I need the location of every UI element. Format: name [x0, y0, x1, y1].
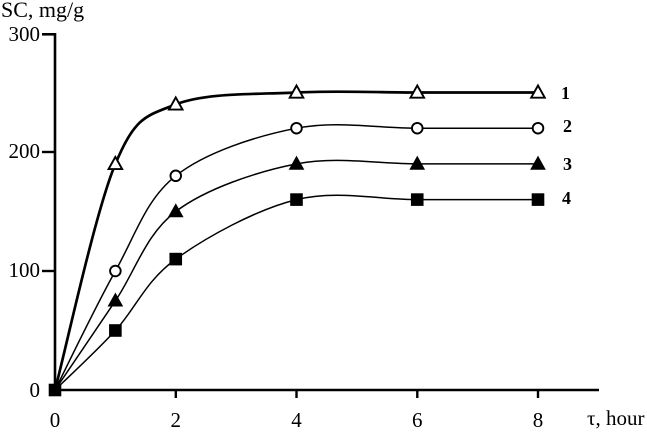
y-tick-label-0: 0 — [30, 378, 41, 402]
series-1-marker-open-triangle — [167, 95, 185, 111]
x-tick-label-4: 4 — [291, 408, 302, 432]
y-axis-title: SC, mg/g — [1, 0, 84, 22]
series-4 — [48, 193, 545, 397]
series-1-marker-open-triangle — [408, 83, 426, 99]
x-tick-label-8: 8 — [533, 408, 544, 432]
series-3-marker-filled-triangle — [107, 292, 124, 307]
series-4-marker-filled-square — [290, 193, 303, 206]
y-tick-label-200: 200 — [9, 139, 41, 163]
series-3-marker-filled-triangle — [288, 155, 305, 170]
series-4-marker-filled-square — [109, 324, 122, 337]
series-2-marker-open-circle — [169, 169, 182, 183]
series-3-curve — [54, 159, 538, 391]
series-3 — [54, 155, 546, 391]
series-1-marker-open-triangle — [288, 83, 305, 99]
series-label-3: 3 — [563, 154, 572, 174]
series-label-2: 2 — [563, 116, 572, 136]
series-3-marker-filled-triangle — [530, 155, 546, 170]
series-3-marker-filled-triangle — [409, 155, 426, 170]
x-tick-label-2: 2 — [171, 408, 182, 432]
series-label-1: 1 — [561, 83, 570, 103]
y-tick-label-300: 300 — [9, 22, 41, 46]
series-4-marker-filled-square — [169, 252, 183, 266]
x-tick-label-0: 0 — [50, 408, 61, 432]
series-4-curve — [54, 194, 538, 391]
series-1-curve — [53, 90, 538, 391]
series-layer — [48, 83, 547, 397]
series-2-marker-open-circle — [531, 121, 545, 135]
series-4-marker-filled-square — [531, 193, 545, 206]
series-2-marker-open-circle — [411, 121, 424, 135]
x-axis-title: τ, hour — [587, 406, 644, 430]
series-4-marker-filled-square — [410, 193, 424, 206]
series-1 — [53, 83, 547, 391]
series-1-marker-open-triangle — [106, 154, 124, 171]
series-2-curve — [54, 123, 538, 391]
series-label-4: 4 — [562, 188, 571, 208]
y-tick-label-100: 100 — [9, 258, 41, 282]
x-tick-label-6: 6 — [412, 408, 423, 432]
series-3-marker-filled-triangle — [167, 203, 184, 218]
series-1-marker-open-triangle — [529, 83, 547, 99]
series-2-marker-open-circle — [290, 121, 303, 135]
axes — [42, 32, 599, 398]
series-2 — [54, 121, 545, 391]
series-2-marker-open-circle — [109, 264, 122, 278]
series-4-marker-filled-square — [48, 383, 62, 397]
